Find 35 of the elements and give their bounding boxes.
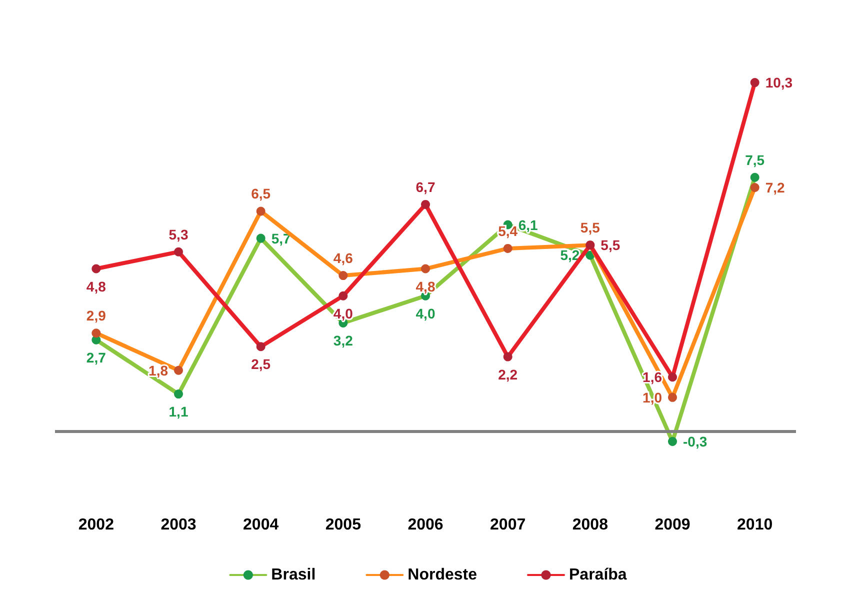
x-tick-label: 2004 <box>243 516 279 534</box>
legend-label: Nordeste <box>408 566 478 584</box>
data-label: 5,2 <box>560 247 580 264</box>
data-label: -0,3 <box>683 433 708 450</box>
x-tick-label: 2009 <box>654 516 690 534</box>
data-label: 1,8 <box>148 362 168 378</box>
x-tick-label: 2003 <box>160 516 196 534</box>
data-label: 7,5 <box>745 152 765 168</box>
data-label: 4,0 <box>416 305 436 322</box>
data-label: 4,8 <box>86 278 106 294</box>
data-label: 10,3 <box>765 74 793 91</box>
x-tick-label: 2008 <box>572 516 608 534</box>
data-label: 5,7 <box>271 230 292 246</box>
data-label: 6,5 <box>251 186 271 202</box>
legend-label: Paraíba <box>569 566 627 584</box>
x-tick-label: 2005 <box>325 516 362 534</box>
data-label: 2,2 <box>498 366 518 382</box>
data-label: 6,1 <box>518 216 538 233</box>
x-tick-label: 2010 <box>737 516 773 534</box>
x-tick-label: 2002 <box>78 516 114 534</box>
data-label: 2,9 <box>86 308 106 324</box>
x-tick-label: 2006 <box>408 516 444 534</box>
data-label: 2,7 <box>86 349 106 366</box>
data-label: 7,2 <box>765 180 786 196</box>
data-label: 6,7 <box>416 178 436 195</box>
data-label: 3,2 <box>333 332 354 348</box>
data-label: 4,8 <box>416 278 436 294</box>
data-label: 5,3 <box>168 226 188 242</box>
legend-label: Brasil <box>271 566 316 584</box>
data-label: 5,5 <box>580 220 600 236</box>
x-tick-label: 2007 <box>490 516 526 534</box>
data-label: 2,5 <box>251 356 271 372</box>
data-label: 4,6 <box>333 250 354 266</box>
data-label: 1,1 <box>168 404 188 420</box>
data-label: 5,5 <box>600 237 620 254</box>
